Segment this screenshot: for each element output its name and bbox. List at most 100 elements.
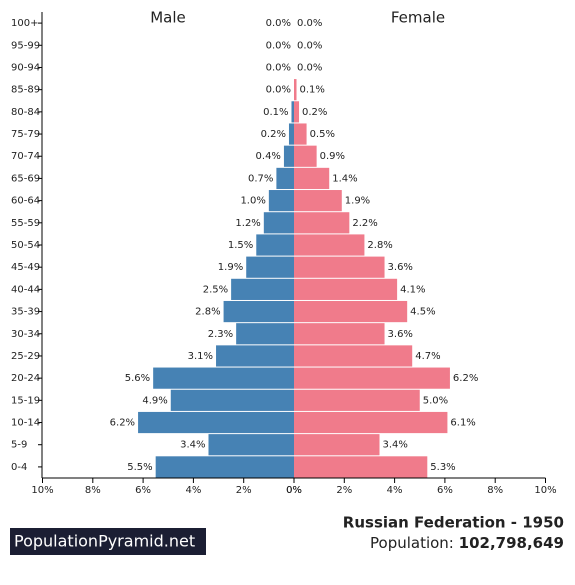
value-label: 5.5%: [127, 462, 152, 473]
population: Population: 102,798,649: [370, 534, 564, 552]
value-label: 0.0%: [266, 40, 291, 51]
value-label: 2.3%: [208, 329, 233, 340]
value-label: 4.5%: [410, 307, 435, 318]
bar: [294, 101, 300, 123]
value-label: 3.6%: [388, 329, 413, 340]
y-tick-label: 20-24: [11, 373, 40, 384]
value-label: 2.8%: [367, 240, 392, 251]
y-tick-label: 0-4: [11, 462, 27, 473]
y-tick-label: 95-99: [11, 40, 40, 51]
bar: [294, 367, 450, 389]
logo: PopulationPyramid.net: [14, 532, 195, 551]
y-tick-label: 5-9: [11, 440, 27, 451]
footer-title: Russian Federation - 1950: [343, 514, 564, 532]
bar: [288, 123, 294, 145]
x-tick-label: 4%: [387, 485, 403, 496]
bar: [294, 190, 342, 212]
bar: [294, 323, 385, 345]
bar: [268, 190, 294, 212]
value-label: 2.8%: [195, 307, 220, 318]
y-tick-label: 65-69: [11, 173, 40, 184]
value-label: 3.1%: [188, 351, 213, 362]
y-tick-label: 30-34: [11, 329, 40, 340]
value-label: 6.2%: [110, 418, 135, 429]
bar: [294, 411, 448, 434]
y-tick-label: 75-79: [11, 129, 40, 140]
bar: [294, 123, 307, 145]
value-label: 1.2%: [235, 218, 260, 229]
y-tick-label: 45-49: [11, 262, 40, 273]
value-label: 5.0%: [423, 395, 448, 406]
x-tick-label: 6%: [135, 485, 151, 496]
value-label: 4.1%: [400, 284, 425, 295]
bar: [231, 278, 294, 300]
bar: [276, 167, 294, 190]
y-tick-label: 40-44: [11, 284, 40, 295]
value-label: 5.3%: [430, 462, 455, 473]
bar: [236, 323, 294, 345]
value-label: 0.0%: [266, 62, 291, 73]
bar: [294, 278, 398, 300]
value-label: 3.6%: [388, 262, 413, 273]
y-tick-label: 90-94: [11, 62, 40, 73]
y-tick-label: 25-29: [11, 351, 40, 362]
bar: [283, 145, 294, 167]
value-label: 0.2%: [261, 129, 286, 140]
value-label: 0.0%: [297, 40, 322, 51]
value-label: 5.6%: [125, 373, 150, 384]
value-label: 0.0%: [266, 85, 291, 96]
population-label: Population:: [370, 534, 454, 552]
bar: [294, 434, 380, 456]
bar: [138, 411, 294, 434]
bar: [155, 456, 294, 478]
value-label: 0.2%: [302, 107, 327, 118]
value-label: 0.4%: [256, 151, 281, 162]
x-tick-label: 8%: [487, 485, 503, 496]
y-tick-label: 15-19: [11, 395, 40, 406]
value-label: 0.0%: [297, 62, 322, 73]
bar: [246, 256, 294, 278]
value-label: 2.5%: [203, 284, 228, 295]
bar: [294, 212, 350, 234]
y-tick-label: 60-64: [11, 196, 40, 207]
value-label: 2.2%: [352, 218, 377, 229]
bar: [294, 456, 428, 478]
value-label: 1.0%: [240, 196, 265, 207]
x-tick-label: 6%: [437, 485, 453, 496]
y-tick-label: 35-39: [11, 307, 40, 318]
bar: [170, 389, 294, 411]
bar: [263, 212, 294, 234]
value-label: 0.9%: [320, 151, 345, 162]
value-label: 0.1%: [300, 85, 325, 96]
bar: [294, 145, 317, 167]
value-label: 0.1%: [263, 107, 288, 118]
bar: [294, 167, 330, 190]
value-label: 1.9%: [218, 262, 243, 273]
bar: [208, 434, 294, 456]
bar: [294, 79, 297, 101]
y-tick-label: 80-84: [11, 107, 40, 118]
bar: [223, 300, 294, 323]
series-name: Female: [391, 9, 445, 27]
value-label: 4.7%: [415, 351, 440, 362]
y-tick-label: 55-59: [11, 218, 40, 229]
value-label: 1.9%: [345, 196, 370, 207]
value-label: 3.4%: [180, 440, 205, 451]
value-label: 0.0%: [266, 18, 291, 29]
y-tick-label: 100+: [11, 18, 38, 29]
x-tick-label: 10%: [31, 485, 53, 496]
bar: [294, 300, 408, 323]
x-tick-label: 0%: [286, 485, 302, 496]
bar: [291, 101, 294, 123]
x-tick-label: 2%: [236, 485, 252, 496]
value-label: 3.4%: [383, 440, 408, 451]
value-label: 6.2%: [453, 373, 478, 384]
y-tick-label: 70-74: [11, 151, 40, 162]
x-tick-label: 4%: [185, 485, 201, 496]
bar: [294, 389, 420, 411]
x-tick-label: 8%: [85, 485, 101, 496]
y-tick-label: 10-14: [11, 418, 40, 429]
value-label: 0.0%: [297, 18, 322, 29]
bar: [216, 345, 294, 367]
